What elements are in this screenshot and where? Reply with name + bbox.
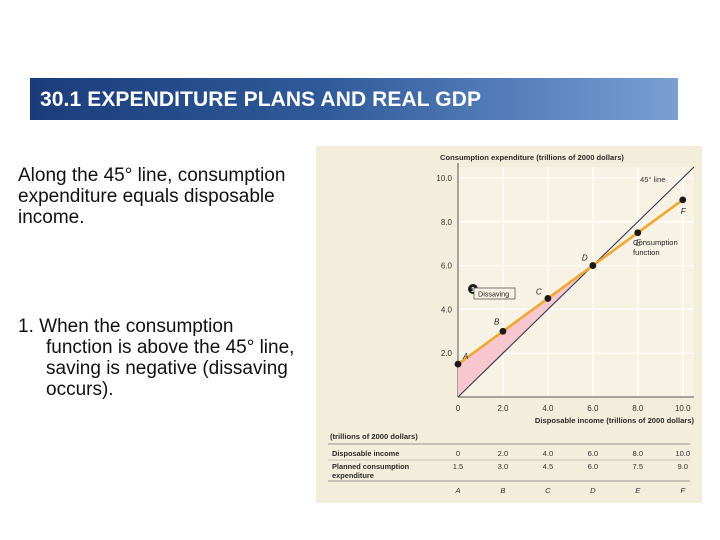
list-number: 1. xyxy=(18,316,34,337)
title-bar: 30.1 EXPENDITURE PLANS AND REAL GDP xyxy=(30,78,678,120)
consumption-function-line xyxy=(457,198,684,366)
paragraph-45-line: Along the 45° line, consumption expendit… xyxy=(18,165,286,228)
y-tick-label: 10.0 xyxy=(436,174,452,183)
table-column-letter: C xyxy=(545,486,551,495)
table-cell: 0 xyxy=(456,449,460,458)
slide-title: 30.1 EXPENDITURE PLANS AND REAL GDP xyxy=(40,88,482,111)
table-row-label: Planned consumption xyxy=(332,462,410,471)
table-column-letter: D xyxy=(590,486,596,495)
table-cell: 10.0 xyxy=(675,449,690,458)
x-tick-label: 4.0 xyxy=(542,404,554,413)
data-point-d xyxy=(589,262,597,269)
y-axis-title: Consumption expenditure (trillions of 20… xyxy=(440,153,624,162)
line-layer xyxy=(457,166,695,398)
line-45-degree xyxy=(457,166,695,398)
point-layer xyxy=(454,196,687,368)
point-label-c: C xyxy=(536,287,542,296)
data-point-e xyxy=(634,229,642,237)
table-column-letter: F xyxy=(680,486,685,495)
paragraph-rest-text: function is above the 45° line, saving i… xyxy=(46,337,295,400)
table-cell: 1.5 xyxy=(453,462,464,471)
x-tick-label: 10.0 xyxy=(675,404,691,413)
table-row-label: Disposable income xyxy=(332,449,399,458)
table-cell: 6.0 xyxy=(588,462,599,471)
x-tick-label: 6.0 xyxy=(587,404,599,413)
point-label-a: A xyxy=(462,352,468,361)
text-layer: A B C D E F 0 2.0 4.0 6.0 8.0 10.0 2.0 4.0 6.0 8.0 10.0 C… xyxy=(436,153,694,425)
data-point-f xyxy=(679,196,687,204)
data-point-a xyxy=(454,360,462,368)
table-unit-label: (trillions of 2000 dollars) xyxy=(330,432,418,441)
table-cell: 4.0 xyxy=(543,449,554,458)
table-row-label-2: expenditure xyxy=(332,471,374,480)
point-label-e: E xyxy=(636,239,642,248)
table-cell: 4.5 xyxy=(543,462,554,471)
table-column-letter: B xyxy=(500,486,505,495)
table-cell: 8.0 xyxy=(633,449,644,458)
dissaving-label: Dissaving xyxy=(478,290,509,299)
data-point-c xyxy=(544,295,552,302)
x-tick-label: 2.0 xyxy=(497,404,509,413)
y-tick-label: 2.0 xyxy=(441,349,453,358)
x-tick-label: 8.0 xyxy=(632,404,644,413)
table-column-letter: E xyxy=(635,486,641,495)
point-label-b: B xyxy=(494,317,500,326)
paragraph-first-text: When the consumption xyxy=(39,316,234,337)
consumption-function-label: Consumption xyxy=(633,238,678,247)
callout-number: 1 xyxy=(471,285,475,294)
y-tick-label: 6.0 xyxy=(441,262,453,271)
data-point-b xyxy=(499,327,507,335)
consumption-chart: A B C D E F 0 2.0 4.0 6.0 8.0 10.0 2.0 4.0 6.0 8.0 10.0 C… xyxy=(328,153,695,495)
table-cell: 6.0 xyxy=(588,449,599,458)
y-tick-label: 4.0 xyxy=(441,305,453,314)
paragraph-first-line: 1. When the consumption xyxy=(18,316,303,337)
consumption-function-label-2: function xyxy=(633,248,660,257)
table-layer: (trillions of 2000 dollars) Disposable in… xyxy=(328,432,690,495)
x-tick-label: 0 xyxy=(456,404,461,413)
x-axis-title: Disposable income (trillions of 2000 dol… xyxy=(535,416,695,425)
table-column-letter: A xyxy=(454,486,460,495)
point-label-f: F xyxy=(681,207,687,216)
dissaving-label-box xyxy=(473,287,516,300)
table-cell: 9.0 xyxy=(677,462,688,471)
table-cell: 2.0 xyxy=(498,449,509,458)
line-45-label: 45° line xyxy=(640,175,665,184)
paragraph-dissaving: 1. When the consumption function is abov… xyxy=(18,316,303,400)
table-cell: 7.5 xyxy=(633,462,644,471)
figure-panel: A B C D E F 0 2.0 4.0 6.0 8.0 10.0 2.0 4.0 6.0 8.0 10.0 C… xyxy=(316,146,702,503)
y-tick-label: 8.0 xyxy=(441,218,453,227)
table-cell: 3.0 xyxy=(498,462,509,471)
point-label-d: D xyxy=(582,254,588,263)
